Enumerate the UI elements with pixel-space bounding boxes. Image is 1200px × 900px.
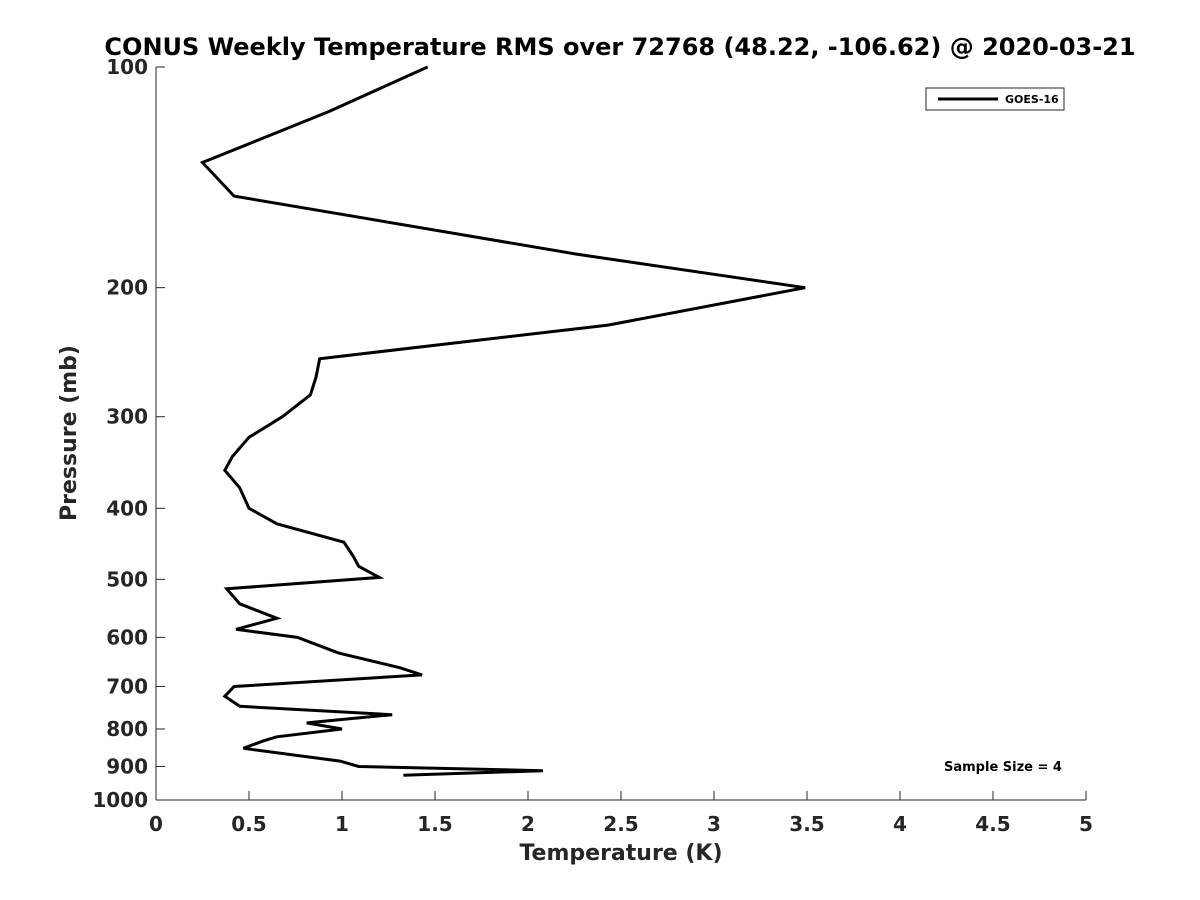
x-tick-label: 3.5 (789, 812, 824, 836)
chart-title: CONUS Weekly Temperature RMS over 72768 … (104, 33, 1135, 61)
y-tick-label: 400 (106, 496, 148, 520)
y-tick-label: 800 (106, 717, 148, 741)
y-axis-label: Pressure (mb) (57, 345, 82, 521)
x-tick-label: 2.5 (603, 812, 638, 836)
x-tick-label: 3 (707, 812, 721, 836)
x-tick-label: 2 (521, 812, 535, 836)
y-tick-label: 1000 (92, 788, 148, 812)
x-tick-label: 1.5 (417, 812, 452, 836)
y-tick-label: 200 (106, 276, 148, 300)
y-ticks: 100 200 300 400 500 600 700 800 900 1000 (92, 55, 165, 812)
y-tick-label: 500 (106, 567, 148, 591)
legend: GOES-16 (925, 87, 1065, 111)
x-tick-label: 5 (1079, 812, 1093, 836)
x-tick-label: 4.5 (975, 812, 1010, 836)
x-tick-label: 4 (893, 812, 907, 836)
y-tick-label: 100 (106, 55, 148, 79)
y-tick-label: 700 (106, 674, 148, 698)
legend-label: GOES-16 (1005, 93, 1059, 106)
x-axis-label: Temperature (K) (519, 841, 722, 866)
x-tick-label: 1 (335, 812, 349, 836)
series-layer (199, 65, 806, 777)
y-tick-label: 300 (106, 405, 148, 429)
sample-size-annotation: Sample Size = 4 (944, 760, 1062, 775)
y-tick-label: 600 (106, 625, 148, 649)
x-ticks: 0 0.5 1 1.5 2 2.5 3 3.5 4 4.5 5 (149, 791, 1093, 836)
series-line-goes-16 (199, 65, 806, 777)
x-tick-label: 0.5 (231, 812, 266, 836)
y-tick-label: 900 (106, 754, 148, 778)
plot-area (156, 67, 1086, 800)
x-tick-label: 0 (149, 812, 163, 836)
